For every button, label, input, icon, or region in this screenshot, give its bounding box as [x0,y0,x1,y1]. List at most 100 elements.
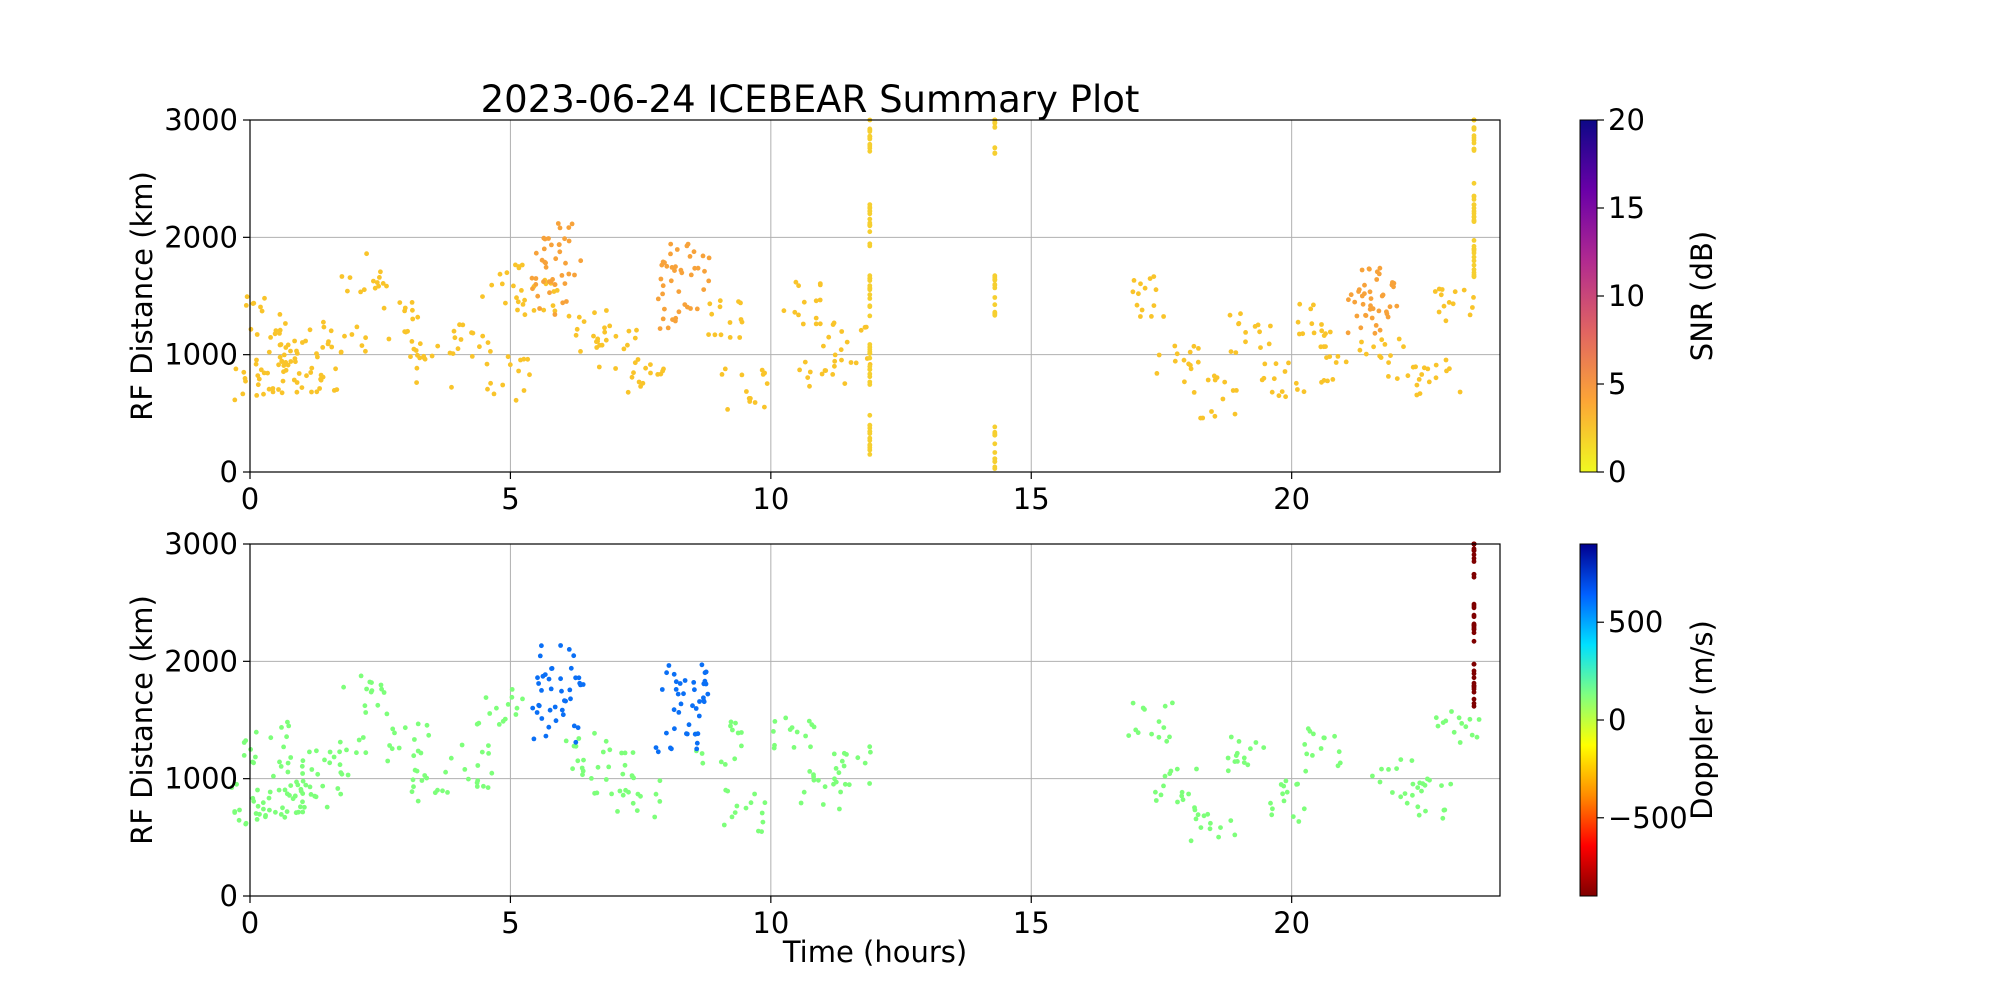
y-tick-label: 3000 [164,103,238,137]
data-point [1227,312,1233,318]
data-point [566,647,572,652]
data-point [552,312,558,317]
data-point [539,688,544,693]
data-point [1270,806,1275,812]
data-point [567,687,573,693]
data-point [625,342,630,348]
data-point [1471,238,1477,243]
data-point [738,300,743,306]
data-point [1327,329,1333,335]
data-point [867,442,873,448]
data-point [253,729,259,735]
data-point [411,784,416,790]
data-point [1243,330,1248,335]
data-point [541,307,547,313]
data-point [1283,778,1289,784]
data-point [701,287,707,292]
data-point [331,754,337,760]
data-point [1410,364,1416,370]
data-point [516,264,522,269]
data-point [732,810,738,815]
data-point [542,259,548,265]
data-point [1271,376,1277,382]
data-point [992,450,998,455]
data-point [552,704,558,710]
data-point [660,283,666,289]
colorbar-tick-label: 20 [1608,103,1645,137]
data-point [648,362,653,367]
data-point [671,707,677,713]
data-point [613,333,619,339]
data-point [529,275,535,281]
data-point [1133,727,1139,733]
data-point [372,285,378,291]
data-point [402,725,408,731]
data-point [334,387,340,392]
data-point [1416,812,1422,818]
data-point [514,295,519,301]
data-point [1259,377,1265,383]
data-point [606,764,612,770]
data-point [1470,305,1475,310]
data-point [229,785,235,790]
x-tick-label: 5 [501,482,519,516]
data-point [759,367,765,373]
data-point [1471,246,1477,252]
data-point [1422,782,1428,788]
data-point [324,804,330,810]
data-point [303,782,309,788]
data-point [1323,331,1328,337]
data-point [1248,746,1253,752]
data-point [251,300,257,306]
data-point [1225,768,1231,774]
data-point [867,422,873,428]
data-point [1241,760,1247,765]
data-point [580,772,585,778]
data-point [1212,413,1218,419]
data-point [867,208,873,214]
data-point [309,389,314,395]
x-tick-label: 0 [241,482,259,516]
data-point [1471,208,1477,214]
data-point [692,687,697,693]
data-point [358,673,364,679]
data-point [553,718,559,724]
data-point [771,729,776,734]
data-point [483,695,489,700]
data-point [1394,303,1400,309]
data-point [322,757,327,763]
data-point [807,769,813,774]
data-point [576,675,582,681]
data-point [1130,289,1136,295]
data-point [1398,794,1404,800]
data-point [460,322,466,328]
snr-colorbar: 0 5 10 15 20 SNR (dB) [1579,103,1719,489]
data-point [1433,362,1439,368]
data-point [1153,798,1159,803]
data-point [603,337,609,343]
data-point [1471,668,1477,674]
data-point [489,282,495,288]
data-point [622,750,628,756]
data-point [1388,353,1393,358]
data-point [1228,349,1234,354]
data-point [288,348,293,354]
data-point [486,743,491,748]
data-point [514,705,520,711]
data-point [1436,309,1442,315]
data-point [491,391,497,397]
data-point [1172,358,1178,364]
data-point [1448,781,1454,787]
data-point [694,746,700,752]
data-point [821,343,826,349]
data-point [694,740,700,746]
data-point [733,720,738,726]
data-point [1241,755,1247,761]
data-point [791,745,797,750]
data-point [1343,359,1349,365]
data-point [607,747,613,753]
data-point [992,274,998,280]
data-point [696,713,702,719]
panel-snr-points [232,117,1477,471]
data-point [572,272,577,278]
